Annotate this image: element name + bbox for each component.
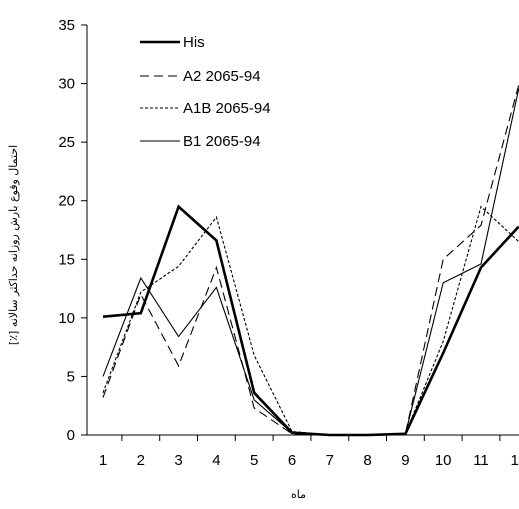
y-tick-label: 0 [67, 427, 75, 444]
x-tick-label: 10 [435, 452, 452, 469]
y-tick-label: 30 [58, 76, 75, 93]
legend-label: B1 2065-94 [183, 133, 261, 150]
x-tick-label: 8 [363, 452, 371, 469]
series-line-b1-2065-94 [102, 88, 519, 436]
legend-label: His [183, 34, 205, 51]
y-tick-label: 25 [58, 134, 75, 151]
x-tick-label: 4 [212, 452, 220, 469]
x-tick-label: 1 [99, 452, 107, 469]
y-tick-label: 20 [58, 193, 75, 210]
series-line-his [102, 204, 519, 437]
x-tick-label: 3 [174, 452, 182, 469]
x-tick-label: 12 [510, 452, 519, 469]
series-line-a2-2065-94 [102, 84, 519, 436]
legend-label: A2 2065-94 [183, 68, 261, 85]
axes [81, 24, 519, 441]
series-layer [102, 84, 519, 437]
y-tick-label: 5 [67, 368, 75, 385]
x-tick-label: 5 [250, 452, 258, 469]
y-tick-label: 10 [58, 310, 75, 327]
x-tick-label: 6 [288, 452, 296, 469]
tick-labels: 05101520253035123456789101112 [58, 17, 519, 469]
y-tick-label: 35 [58, 17, 75, 34]
x-axis-title: ماه [291, 488, 306, 501]
y-tick-label: 15 [58, 251, 75, 268]
x-tick-label: 2 [137, 452, 145, 469]
x-tick-label: 11 [473, 452, 489, 469]
x-tick-label: 9 [401, 452, 409, 469]
legend-label: A1B 2065-94 [183, 100, 271, 117]
legend: His A2 2065-94 A1B 2065-94 B1 2065-94 [140, 34, 271, 150]
x-tick-label: 7 [326, 452, 334, 469]
y-axis-title: احتمال وقوع بارش روزانه حداکثر سالانه [٪… [7, 145, 20, 345]
